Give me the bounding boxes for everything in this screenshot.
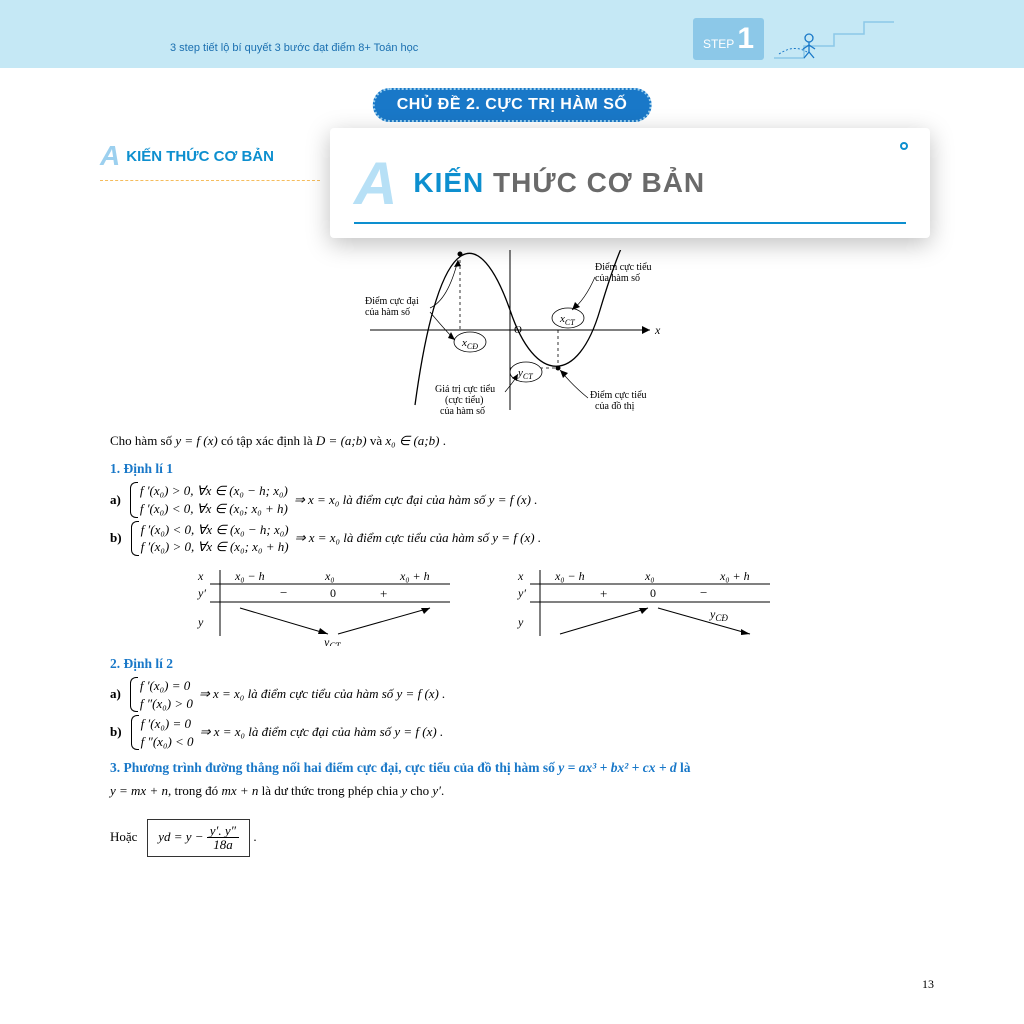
step-badge: STEP 1 — [693, 18, 764, 60]
dashed-underline — [100, 180, 320, 181]
svg-text:−: − — [700, 585, 707, 600]
step-label: STEP — [703, 37, 734, 51]
overlay-title: KIẾN THỨC CƠ BẢN — [413, 167, 705, 199]
header-tagline: 3 step tiết lộ bí quyết 3 bước đạt điểm … — [170, 42, 418, 54]
axis-x-label: x — [654, 323, 661, 337]
th2-b: b) f ′(x₀) = 0 f ″(x₀) < 0 ⇒ x = x₀ là đ… — [110, 715, 944, 750]
section-title-small: KIẾN THỨC CƠ BẢN — [126, 148, 274, 165]
svg-text:−: − — [280, 585, 287, 600]
svg-text:x₀ − h: x₀ − h — [234, 569, 265, 583]
th1-a: a) f ′(x₀) > 0, ∀x ∈ (x₀ − h; x₀) f ′(x₀… — [110, 482, 944, 517]
theorem3-head: 3. Phương trình đường thẳng nối hai điểm… — [110, 758, 944, 778]
overlay-underline — [354, 222, 906, 224]
page-number: 13 — [922, 977, 934, 992]
th2-a-brace: f ′(x₀) = 0 f ″(x₀) > 0 — [129, 677, 193, 712]
step-number: 1 — [737, 22, 754, 56]
section-letter-big: A — [354, 149, 397, 218]
th1-a-brace: f ′(x₀) > 0, ∀x ∈ (x₀ − h; x₀) f ′(x₀) <… — [129, 482, 288, 517]
svg-text:0: 0 — [650, 586, 656, 600]
th2-b-brace: f ′(x₀) = 0 f ″(x₀) < 0 — [130, 715, 194, 750]
svg-text:y′: y′ — [197, 586, 206, 600]
th1-b-brace: f ′(x₀) < 0, ∀x ∈ (x₀ − h; x₀) f ′(x₀) >… — [130, 521, 289, 556]
section-letter-small: A — [100, 140, 120, 172]
overlay-dot-icon — [900, 142, 908, 150]
svg-text:+: + — [600, 586, 607, 601]
svg-text:x₀ + h: x₀ + h — [719, 569, 750, 583]
svg-text:x: x — [517, 569, 524, 583]
svg-text:x₀ + h: x₀ + h — [399, 569, 430, 583]
svg-text:yCT: yCT — [323, 635, 341, 646]
sign-tables: x y′ y x₀ − h x₀ x₀ + h − 0 + yCT x y′ y… — [180, 566, 944, 646]
theorem2-head: 2. Định lí 2 — [110, 654, 944, 674]
svg-text:y: y — [197, 615, 204, 629]
sign-table-right: x y′ y x₀ − h x₀ x₀ + h + 0 − yCĐ — [500, 566, 780, 646]
svg-text:yCĐ: yCĐ — [709, 607, 728, 623]
svg-text:0: 0 — [330, 586, 336, 600]
theorem3-box-row: Hoặc yd = y − y′. y″ 18a . — [110, 815, 944, 861]
content-body: Cho hàm số y = f (x) có tập xác định là … — [110, 432, 944, 861]
overlay-card: A KIẾN THỨC CƠ BẢN — [330, 128, 930, 238]
th2-a: a) f ′(x₀) = 0 f ″(x₀) > 0 ⇒ x = x₀ là đ… — [110, 677, 944, 712]
svg-text:x: x — [197, 569, 204, 583]
th1-b: b) f ′(x₀) < 0, ∀x ∈ (x₀ − h; x₀) f ′(x₀… — [110, 521, 944, 556]
graph-label-min-val: Giá trị cực tiểu(cực tiểu)của hàm số — [435, 384, 495, 417]
staircase-icon — [774, 8, 924, 64]
svg-text:y′: y′ — [517, 586, 526, 600]
formula-frac: y′. y″ 18a — [207, 824, 239, 852]
graph-label-max: Điểm cực đạicủa hàm số — [365, 296, 419, 318]
intro-line: Cho hàm số y = f (x) có tập xác định là … — [110, 432, 944, 451]
svg-text:x₀: x₀ — [324, 569, 335, 583]
svg-text:y: y — [517, 615, 524, 629]
extrema-graph: x O xCĐ xCT yCT Điểm cực đạicủa hàm số Đ… — [320, 250, 720, 420]
graph-label-min-graph: Điểm cực tiểucủa đồ thị — [590, 390, 647, 412]
overlay-title-blue: KIẾN — [413, 167, 484, 198]
overlay-title-gray: THỨC CƠ BẢN — [484, 167, 705, 198]
theorem1-head: 1. Định lí 1 — [110, 459, 944, 479]
svg-text:x₀: x₀ — [644, 569, 655, 583]
graph-label-min-fn: Điểm cực tiểucủa hàm số — [595, 262, 652, 284]
theorem3-line2: y = mx + n, trong đó mx + n là dư thức t… — [110, 782, 944, 801]
formula-box: yd = y − y′. y″ 18a — [147, 819, 250, 857]
section-a-small: A KIẾN THỨC CƠ BẢN — [100, 140, 274, 172]
svg-text:+: + — [380, 586, 387, 601]
sign-table-left: x y′ y x₀ − h x₀ x₀ + h − 0 + yCT — [180, 566, 460, 646]
svg-text:x₀ − h: x₀ − h — [554, 569, 585, 583]
topic-pill: CHỦ ĐỀ 2. CỰC TRỊ HÀM SỐ — [373, 88, 652, 122]
